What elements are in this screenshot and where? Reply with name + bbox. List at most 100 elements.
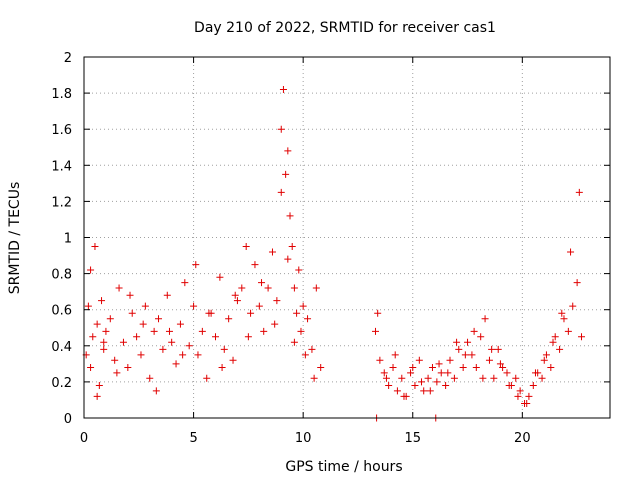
data-point: [459, 363, 467, 371]
data-point: [98, 297, 106, 305]
data-point: [165, 327, 173, 335]
chart-title: Day 210 of 2022, SRMTID for receiver cas…: [194, 20, 496, 36]
y-tick-label: 1.2: [51, 195, 72, 210]
data-point: [485, 356, 493, 364]
data-point: [389, 363, 397, 371]
data-point: [192, 261, 200, 269]
data-point: [455, 345, 463, 353]
y-tick-label: 0.4: [51, 340, 72, 355]
data-point: [308, 345, 316, 353]
data-point: [218, 363, 226, 371]
data-point: [549, 338, 557, 346]
data-point: [558, 309, 566, 317]
data-point: [216, 273, 224, 281]
data-point: [464, 338, 472, 346]
data-point: [317, 363, 325, 371]
data-point: [251, 261, 259, 269]
data-point: [538, 374, 546, 382]
y-tick-label: 1.6: [51, 123, 72, 138]
y-tick-label: 1.8: [51, 87, 72, 102]
data-point: [494, 345, 502, 353]
y-tick-label: 0.2: [51, 376, 72, 391]
y-tick-label: 2: [64, 51, 72, 66]
data-point: [258, 279, 266, 287]
data-point: [450, 374, 458, 382]
data-point: [146, 374, 154, 382]
data-point: [87, 363, 95, 371]
data-point: [91, 243, 99, 251]
data-point: [198, 327, 206, 335]
data-point: [428, 363, 436, 371]
data-point: [376, 356, 384, 364]
x-tick-label: 0: [80, 431, 88, 446]
data-point: [229, 356, 237, 364]
data-point: [496, 360, 504, 368]
data-point: [139, 320, 147, 328]
data-point: [540, 356, 548, 364]
y-tick-label: 0.8: [51, 268, 72, 283]
data-point: [556, 345, 564, 353]
data-point: [288, 243, 296, 251]
data-point: [115, 284, 123, 292]
data-point: [435, 360, 443, 368]
data-point: [468, 351, 476, 359]
data-point: [190, 302, 198, 310]
data-point: [420, 387, 428, 395]
data-point: [290, 284, 298, 292]
data-point: [273, 297, 281, 305]
data-point: [418, 378, 426, 386]
x-tick-label: 5: [189, 431, 197, 446]
x-tick-label: 20: [514, 431, 531, 446]
data-point: [279, 85, 287, 93]
y-tick-label: 0: [64, 412, 72, 427]
data-point: [268, 248, 276, 256]
data-point: [225, 315, 233, 323]
data-point: [488, 345, 496, 353]
data-point: [523, 400, 531, 408]
data-point: [124, 363, 132, 371]
data-point: [391, 351, 399, 359]
data-point: [163, 291, 171, 299]
data-point: [264, 284, 272, 292]
data-point: [247, 309, 255, 317]
data-point: [119, 338, 127, 346]
data-point: [282, 170, 290, 178]
data-point: [472, 363, 480, 371]
data-point: [231, 291, 239, 299]
data-point: [212, 333, 219, 341]
data-point: [514, 392, 522, 400]
data-point: [168, 338, 176, 346]
data-point: [499, 363, 507, 371]
data-point: [481, 315, 489, 323]
y-tick-label: 0.6: [51, 304, 72, 319]
data-point: [133, 333, 141, 341]
data-point: [295, 266, 303, 274]
data-point: [301, 351, 309, 359]
data-point: [87, 266, 95, 274]
x-tick-label: 10: [295, 431, 312, 446]
data-point: [444, 369, 452, 377]
data-point: [531, 369, 539, 377]
data-point: [113, 369, 121, 377]
data-point: [371, 327, 379, 335]
data-point: [150, 327, 158, 335]
grid: [84, 57, 610, 418]
data-point: [260, 327, 268, 335]
data-point: [244, 333, 252, 341]
data-point: [479, 374, 487, 382]
data-point: [128, 309, 136, 317]
data-point: [181, 279, 189, 287]
data-point: [400, 392, 408, 400]
data-point: [299, 302, 307, 310]
data-point: [547, 363, 555, 371]
data-point: [89, 333, 97, 341]
data-point: [100, 338, 108, 346]
data-point: [277, 188, 285, 196]
data-point: [398, 374, 406, 382]
data-point: [84, 302, 92, 310]
data-point: [185, 342, 193, 350]
data-point: [393, 387, 401, 395]
data-point: [126, 291, 134, 299]
